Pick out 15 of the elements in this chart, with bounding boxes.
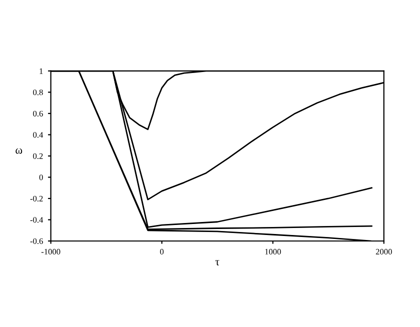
x-tick-label: 2000 bbox=[376, 248, 392, 254]
y-tick-label: -0.2 bbox=[30, 196, 43, 202]
y-tick-label: 0.4 bbox=[33, 132, 44, 138]
y-tick-label: -0.6 bbox=[30, 238, 43, 244]
x-tick-label: 0 bbox=[160, 248, 164, 254]
x-axis-title: τ bbox=[215, 260, 220, 266]
y-tick-label: 0.8 bbox=[33, 90, 43, 96]
y-axis-title: ω bbox=[16, 148, 22, 154]
y-tick-label: 0 bbox=[39, 174, 43, 180]
y-tick-label: 0.2 bbox=[33, 153, 43, 159]
y-tick-label: 0.6 bbox=[33, 110, 43, 116]
x-tick-label: 1000 bbox=[265, 248, 281, 254]
x-tick-label: -1000 bbox=[41, 248, 60, 254]
y-tick-label: -0.4 bbox=[30, 217, 44, 223]
y-tick-label: 1 bbox=[40, 68, 43, 74]
